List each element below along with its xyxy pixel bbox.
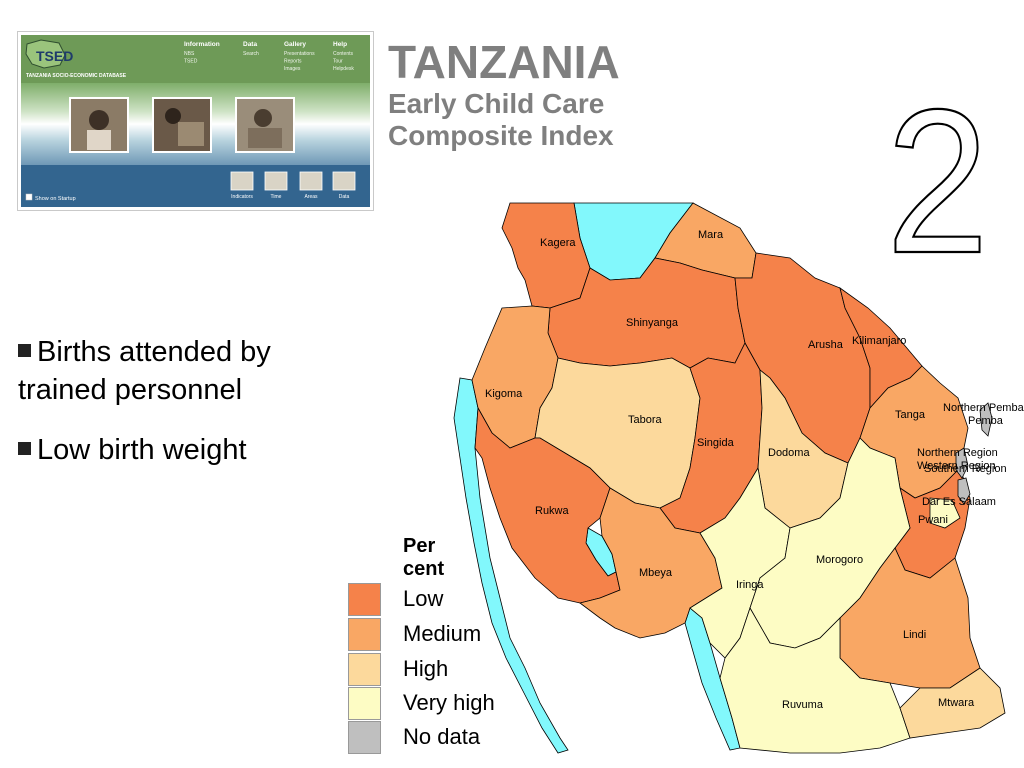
bullet-item: Low birth weight — [18, 431, 348, 469]
title-country: TANZANIA — [388, 36, 620, 88]
bullet-list: Births attended by trained personnel Low… — [18, 333, 348, 491]
region-labels: Kagera Mara Shinyanga Arusha Kilimanjaro Kigo… — [485, 229, 1024, 711]
legend-swatch — [348, 618, 381, 651]
region-northern-pemba — [979, 402, 993, 437]
tsed-menu-item[interactable]: NBS — [184, 51, 195, 57]
region-label: Rukwa — [535, 505, 570, 517]
tsed-menu-gallery[interactable]: Gallery — [284, 41, 306, 48]
region-label: Tabora — [628, 414, 663, 426]
tsed-screenshot: TSED TANZANIA SOCIO-ECONOMIC DATABASE In… — [21, 35, 370, 207]
region-mtwara — [899, 667, 1006, 739]
region-label: Northern Region — [917, 447, 998, 459]
region-label: Pemba — [968, 415, 1004, 427]
legend-swatch — [348, 653, 381, 686]
show-on-startup-label: Show on Startup — [35, 196, 76, 202]
region-label: Pwani — [918, 514, 948, 526]
tsed-toolbar-data-button[interactable] — [332, 171, 356, 191]
region-label: Western Region — [917, 460, 996, 472]
title-line-3: Composite Index — [388, 120, 614, 151]
tsed-menu-item[interactable]: Images — [284, 66, 301, 72]
tsed-logo-subtitle: TANZANIA SOCIO-ECONOMIC DATABASE — [26, 73, 127, 79]
slide-number: 2 — [888, 80, 988, 260]
bullet-text: Births attended by trained personnel — [18, 336, 271, 406]
tsed-logo-text: TSED — [36, 48, 73, 64]
legend-label: Medium — [403, 621, 482, 646]
region-label: Dodoma — [768, 447, 810, 459]
tsed-menu-item[interactable]: Search — [243, 51, 259, 57]
region-label: Morogoro — [816, 554, 863, 566]
region-kagera — [501, 202, 591, 309]
region-label: Kilimanjaro — [852, 335, 906, 347]
water-bodies — [453, 202, 741, 754]
map-regions — [471, 202, 1006, 754]
tsed-menu-item[interactable]: TSED — [184, 59, 198, 65]
region-label: Tanga — [895, 409, 926, 421]
bullet-square-icon — [18, 344, 31, 357]
tsed-menu-item[interactable]: Contents — [333, 51, 354, 57]
tsed-menu-bar: Information NBS TSED Data Search Gallery Prese… — [184, 41, 354, 72]
tsed-toolbar-label: Data — [339, 194, 350, 200]
region-label: Dar Es Salaam — [922, 496, 996, 508]
legend-label: Low — [403, 586, 444, 611]
tsed-toolbar-label: Time — [271, 194, 282, 200]
tsed-menu-item[interactable]: Tour — [333, 59, 343, 65]
tsed-header-bar — [21, 35, 370, 83]
legend-swatch — [348, 583, 381, 616]
legend-swatch — [348, 721, 381, 754]
region-label: Ruvuma — [782, 699, 824, 711]
tsed-toolbar-indicators-button[interactable] — [230, 171, 254, 191]
tsed-menu-data[interactable]: Data — [243, 41, 257, 48]
region-label: Mara — [698, 229, 724, 241]
region-rukwa — [474, 406, 621, 604]
tanzania-region-map: Kagera Mara Shinyanga Arusha Kilimanjaro Kigo… — [453, 202, 1024, 754]
tsed-menu-information[interactable]: Information — [184, 41, 220, 48]
tsed-menu-item[interactable]: Presentations — [284, 51, 315, 57]
region-northern-region — [955, 447, 969, 479]
region-label: Southern Region — [924, 463, 1007, 475]
legend-label: High — [403, 656, 449, 681]
region-dar-es-salaam — [929, 497, 961, 529]
tsed-menu-item[interactable]: Reports — [284, 59, 302, 65]
region-label: Kigoma — [485, 388, 523, 400]
region-label: Arusha — [808, 339, 844, 351]
tsed-photo-thumbnails — [69, 97, 295, 153]
region-label: Mtwara — [938, 697, 975, 709]
region-label: Singida — [697, 437, 735, 449]
bullet-item: Births attended by trained personnel — [18, 333, 348, 409]
region-mbeya — [579, 487, 723, 639]
region-label: Lindi — [903, 629, 926, 641]
slide-title: TANZANIA Early Child Care Composite Inde… — [388, 36, 620, 152]
tsed-toolbar-buttons: Indicators Time Areas Data — [230, 171, 356, 200]
region-label: Iringa — [736, 579, 764, 591]
bullet-square-icon — [18, 442, 31, 455]
title-line-2: Early Child Care — [388, 88, 605, 119]
region-label: Northern Pemba — [943, 402, 1024, 414]
tsed-screenshot-panel: TSED TANZANIA SOCIO-ECONOMIC DATABASE In… — [17, 31, 374, 211]
slide-number-outline: 2 — [888, 80, 988, 260]
region-label: Mbeya — [639, 567, 673, 579]
legend-title: Per cent — [403, 535, 445, 580]
bullet-text: Low birth weight — [37, 434, 247, 466]
tsed-toolbar-label: Areas — [304, 194, 318, 200]
tsed-toolbar-areas-button[interactable] — [299, 171, 323, 191]
tsed-toolbar-label: Indicators — [231, 194, 253, 200]
tsed-logo: TSED TANZANIA SOCIO-ECONOMIC DATABASE — [25, 39, 127, 79]
show-on-startup-checkbox[interactable] — [25, 193, 33, 201]
region-southern-region — [957, 477, 971, 505]
legend-label: No data — [403, 724, 481, 749]
lake-tanganyika — [453, 377, 569, 754]
region-label: Shinyanga — [626, 317, 679, 329]
legend-label: Very high — [403, 690, 495, 715]
tsed-menu-item[interactable]: Helpdesk — [333, 66, 354, 72]
region-ruvuma — [719, 607, 911, 754]
tsed-toolbar-time-button[interactable] — [264, 171, 288, 191]
legend-swatch — [348, 687, 381, 720]
region-label: Kagera — [540, 237, 576, 249]
tsed-menu-help[interactable]: Help — [333, 41, 347, 48]
